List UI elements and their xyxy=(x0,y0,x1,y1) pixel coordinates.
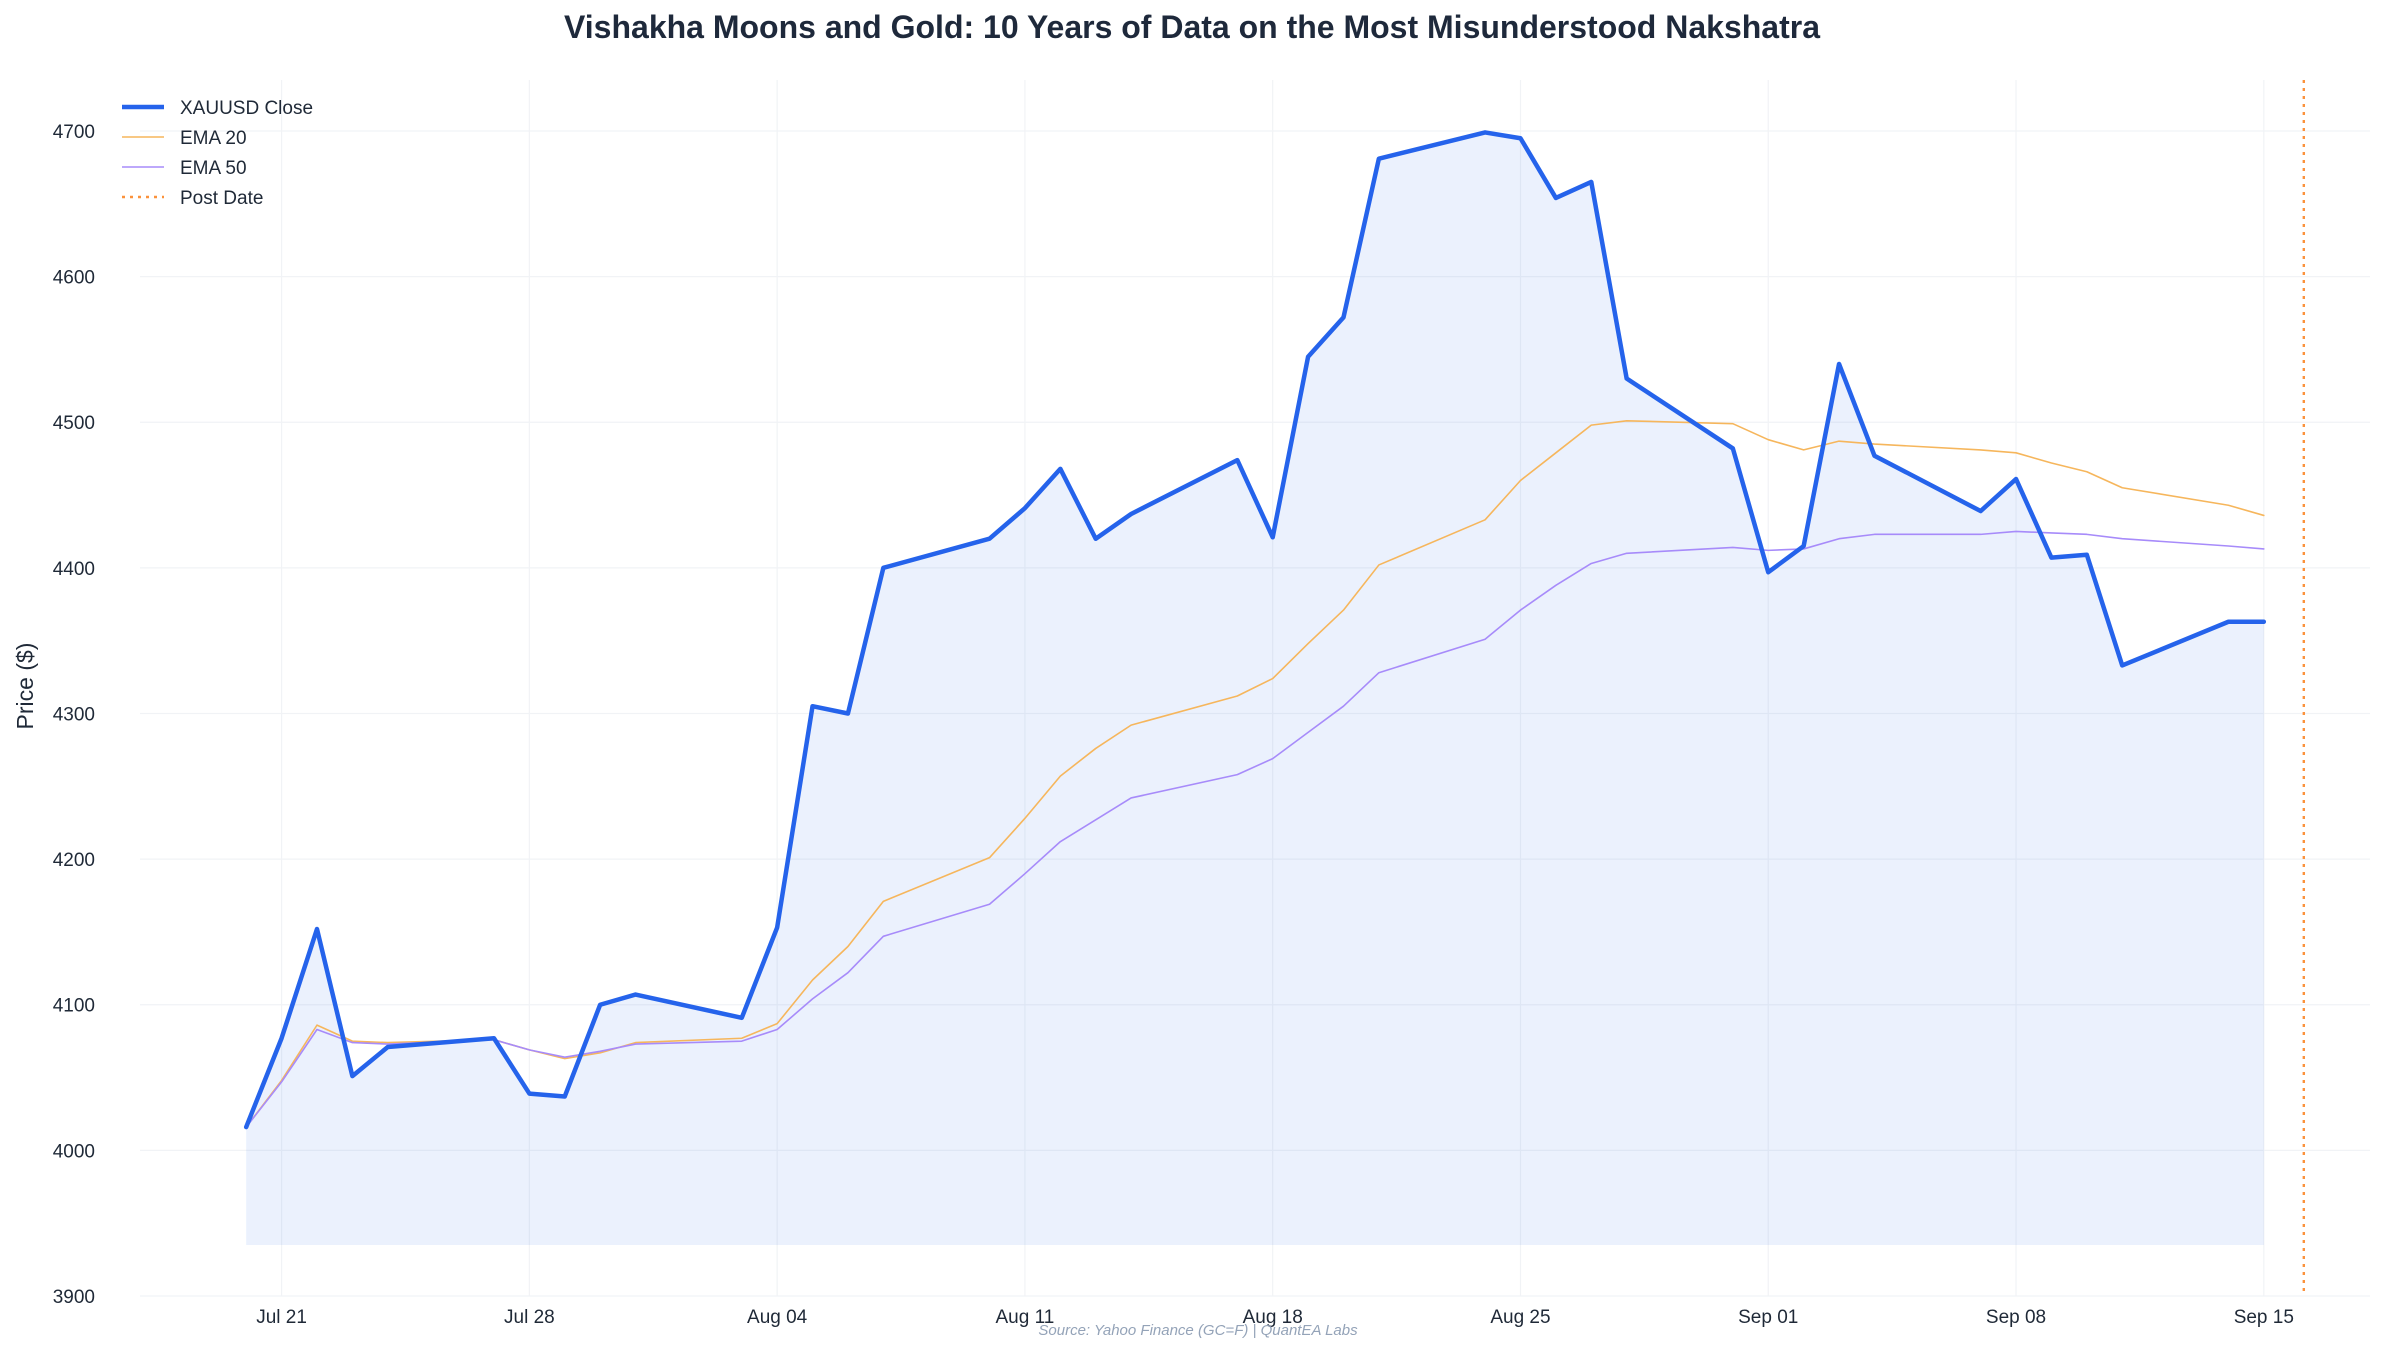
x-tick-label: Sep 01 xyxy=(1738,1307,1798,1328)
ema-50-line xyxy=(245,530,2265,1128)
y-tick-label: 3900 xyxy=(53,1287,95,1308)
x-tick-label: Sep 15 xyxy=(2234,1307,2294,1328)
legend: XAUUSD Close EMA 20 EMA 50 Post Date xyxy=(122,98,313,209)
close-area xyxy=(246,132,2264,1246)
legend-label: XAUUSD Close xyxy=(180,98,313,119)
series-lines xyxy=(243,130,2267,1130)
y-tick-label: 4500 xyxy=(53,413,95,434)
y-tick-label: 4400 xyxy=(53,559,95,580)
x-tick-label: Jul 21 xyxy=(256,1307,307,1328)
x-tick-label: Aug 11 xyxy=(996,1307,1055,1328)
chart-title: Vishakha Moons and Gold: 10 Years of Dat… xyxy=(564,9,1820,45)
x-tick-label: Aug 18 xyxy=(1243,1307,1303,1328)
legend-label: EMA 50 xyxy=(180,158,247,179)
gridlines xyxy=(140,80,2370,1297)
y-tick-label: 4200 xyxy=(53,850,95,871)
x-axis-ticks: Jul 21 Jul 28 Aug 04 Aug 11 Aug 18 Aug 25 Sep … xyxy=(256,1307,2294,1328)
price-area-fill xyxy=(246,132,2264,1246)
y-axis-label: Price ($) xyxy=(12,643,38,730)
y-tick-label: 4600 xyxy=(53,268,95,289)
legend-label: Post Date xyxy=(180,188,263,209)
y-tick-label: 4000 xyxy=(53,1141,95,1162)
y-tick-label: 4700 xyxy=(53,122,95,143)
x-tick-label: Jul 28 xyxy=(504,1307,555,1328)
x-tick-label: Aug 04 xyxy=(747,1307,808,1328)
x-tick-label: Sep 08 xyxy=(1986,1307,2046,1328)
x-tick-label: Aug 25 xyxy=(1490,1307,1550,1328)
y-axis-ticks: 3900 4000 4100 4200 4300 4400 4500 4600 4700 xyxy=(53,122,95,1308)
y-tick-label: 4100 xyxy=(53,996,95,1017)
xauusd-close-line xyxy=(243,130,2267,1130)
y-tick-label: 4300 xyxy=(53,704,95,725)
source-note: Source: Yahoo Finance (GC=F) | QuantEA L… xyxy=(1038,1322,1358,1339)
legend-label: EMA 20 xyxy=(180,128,247,149)
ema-20-line xyxy=(245,419,2265,1128)
